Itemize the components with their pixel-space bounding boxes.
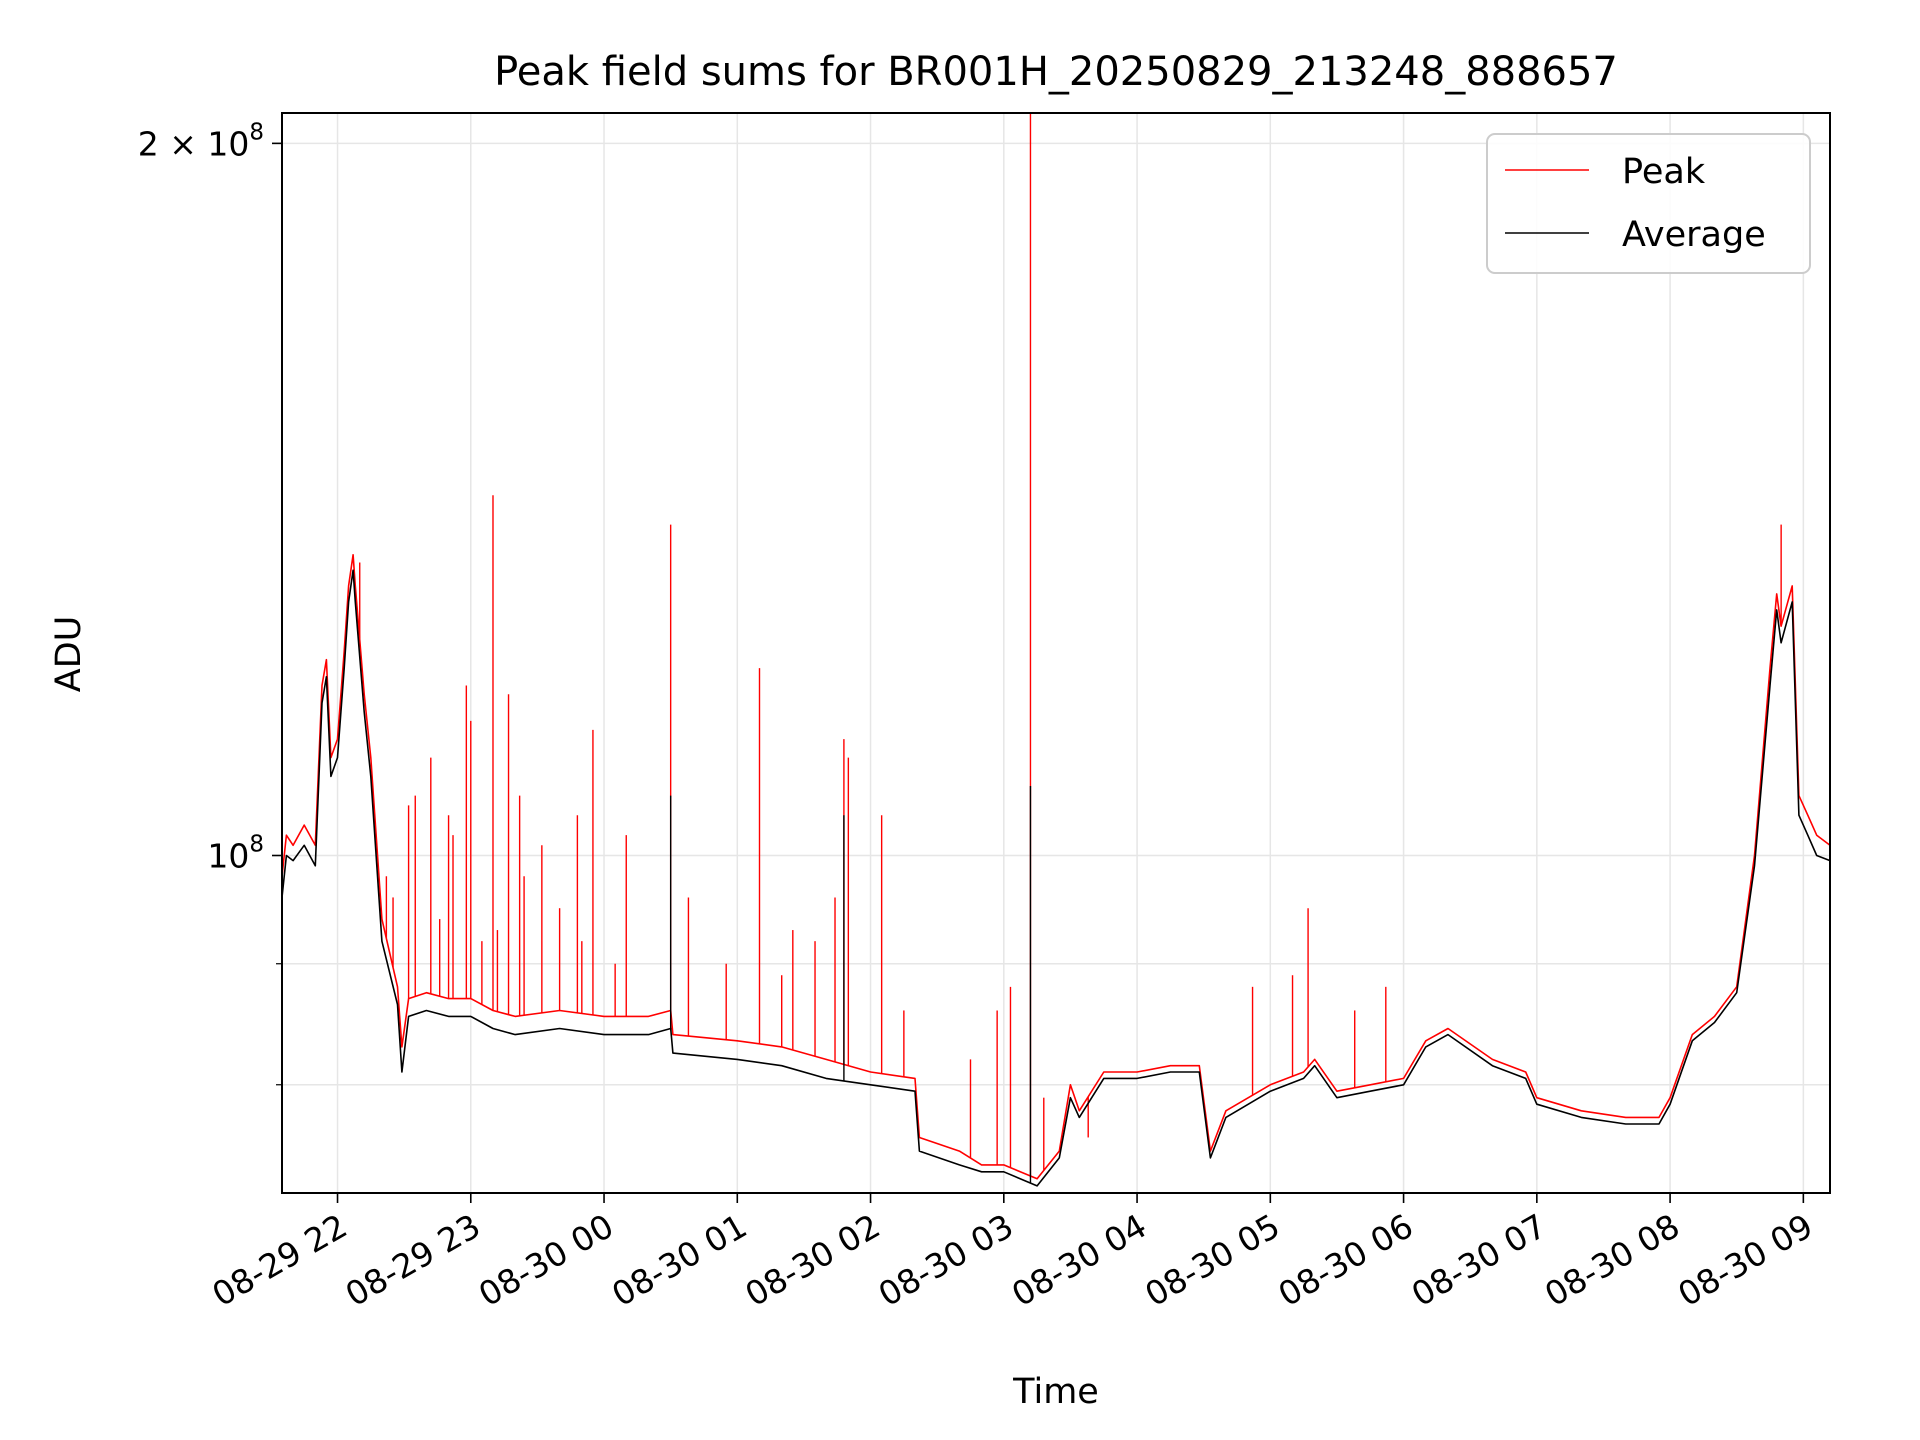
legend-box	[1486, 133, 1811, 274]
y-axis-label: ADU	[49, 616, 89, 693]
legend-label-peak: Peak	[1622, 152, 1706, 192]
series-layer	[281, 113, 1831, 1187]
series-line-average	[281, 569, 1831, 1187]
plot-frame	[281, 112, 1831, 1194]
y-tick-label: 2 × 108	[138, 119, 264, 163]
chart-title: Peak field sums for BR001H_20250829_2132…	[494, 49, 1618, 95]
legend-label-average: Average	[1622, 215, 1766, 255]
series-line-peak	[281, 554, 1831, 1180]
x-axis-label: Time	[1012, 1372, 1099, 1412]
legend: Peak Average	[1486, 133, 1811, 274]
y-tick-label: 108	[207, 831, 264, 875]
grid-layer	[282, 113, 1830, 1193]
